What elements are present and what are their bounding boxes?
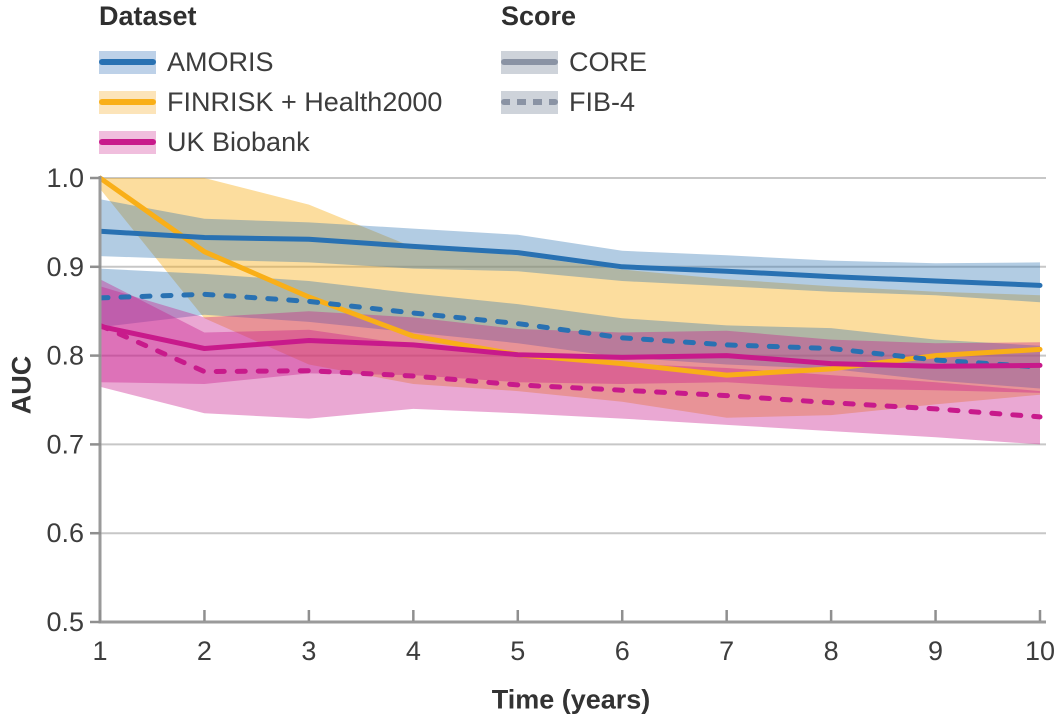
x-tick-label-3: 3: [301, 636, 316, 666]
legend-dataset-label-uk-biobank: UK Biobank: [167, 126, 310, 157]
legend-dataset-title: Dataset: [99, 1, 197, 31]
x-tick-label-5: 5: [510, 636, 525, 666]
x-tick-label-6: 6: [615, 636, 630, 666]
ci-band-finrisk-health2000-core: [100, 178, 1040, 418]
legend-dataset-item-amoris: AMORIS: [99, 42, 442, 82]
y-tick-label-0.9: 0.9: [46, 252, 84, 282]
legend-dataset-line-sample-finrisk-health2000: [99, 99, 156, 105]
line-uk-biobank-core-solid: [100, 323, 1043, 369]
legend-dataset-line-sample-uk-biobank: [99, 139, 156, 145]
y-tick-label-1.0: 1.0: [46, 163, 84, 193]
legend-score-line-sample-core: [501, 59, 558, 65]
legend-score-swatch-fib-4: [501, 90, 558, 114]
x-tick-label-10: 10: [1025, 636, 1055, 666]
y-tick-label-0.8: 0.8: [46, 341, 84, 371]
legend-dataset-item-uk-biobank: UK Biobank: [99, 122, 442, 162]
legend-dataset-label-amoris: AMORIS: [167, 46, 274, 77]
legend-dataset-line-sample-amoris: [99, 59, 156, 65]
x-tick-label-7: 7: [719, 636, 734, 666]
legend-dataset-items: AMORIS FINRISK + Health2000 UK Biobank: [99, 42, 442, 162]
x-tick-label-4: 4: [406, 636, 421, 666]
x-tick-label-8: 8: [824, 636, 839, 666]
legend-dataset-swatch-uk-biobank: [99, 130, 156, 154]
ci-band-amoris-fib-4: [100, 268, 1040, 389]
legend-dataset-label-finrisk-health2000: FINRISK + Health2000: [167, 86, 443, 117]
line-finrisk-health2000-core-solid: [100, 175, 1043, 378]
legend-dataset-item-finrisk-health2000: FINRISK + Health2000: [99, 82, 442, 122]
legend-score-line-sample-fib-4: [501, 99, 558, 105]
legend-score-title: Score: [501, 1, 577, 31]
line-amoris-fib-4-dashed: [100, 291, 1043, 370]
y-tick-label-0.6: 0.6: [46, 518, 84, 548]
x-tick-label-1: 1: [92, 636, 107, 666]
x-tick-label-9: 9: [928, 636, 943, 666]
legend-group-dataset: Dataset AMORIS FINRISK + Health2000 UK Bio…: [99, 3, 442, 162]
legend-score-label-fib-4: FIB-4: [569, 86, 636, 117]
ci-band-uk-biobank-core: [100, 286, 1040, 393]
x-tick-label-2: 2: [197, 636, 212, 666]
legend-dataset-swatch-amoris: [99, 50, 156, 74]
legend-dataset-swatch-finrisk-health2000: [99, 90, 156, 114]
legend-score-item-fib-4: FIB-4: [501, 82, 647, 122]
legend-score-label-core: CORE: [569, 46, 648, 77]
y-tick-label-0.5: 0.5: [46, 607, 84, 637]
y-tick-label-0.7: 0.7: [46, 429, 84, 459]
line-amoris-core-solid: [100, 228, 1043, 288]
legend-score-swatch-core: [501, 50, 558, 74]
line-uk-biobank-fib-4-dashed: [100, 322, 1043, 420]
legend-score-items: CORE FIB-4: [501, 42, 647, 122]
legend-score-item-core: CORE: [501, 42, 647, 82]
x-axis-title: Time (years): [491, 684, 651, 715]
legend-group-score: Score CORE FIB-4: [501, 3, 647, 122]
